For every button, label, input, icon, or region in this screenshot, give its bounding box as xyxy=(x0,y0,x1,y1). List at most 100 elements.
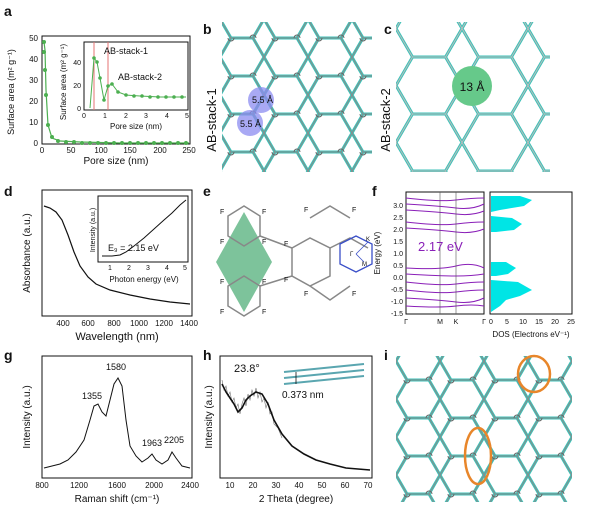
atom-label-f: F xyxy=(262,209,266,216)
panel-d-ylabel: Absorbance (a.u.) xyxy=(22,213,33,293)
panel-a-inset-xtick: 5 xyxy=(185,113,189,120)
panel-h-spacing-label: 0.373 nm xyxy=(282,390,324,401)
panel-d-series-line xyxy=(43,205,191,305)
atom-label-f: F xyxy=(304,207,308,214)
panel-h-xtick: 60 xyxy=(341,481,350,490)
panel-h-series-line xyxy=(221,383,371,471)
panel-a-xtick: 50 xyxy=(67,146,76,155)
panel-d-xlabel: Wavelength (nm) xyxy=(75,331,158,343)
panel-f-ytick: 3.0 xyxy=(393,203,403,210)
panel-h-xtick: 30 xyxy=(272,481,281,490)
atom-label-f: F xyxy=(262,239,266,246)
panel-label-h: h xyxy=(203,347,212,363)
panel-g-xtick: 1600 xyxy=(108,481,126,490)
panel-g-xtick: 800 xyxy=(35,481,49,490)
panel-d-xtick: 800 xyxy=(107,319,121,328)
panel-f-ytick: 0.0 xyxy=(393,275,403,282)
panel-a-points xyxy=(42,40,188,145)
panel-d-inset-xtick: 4 xyxy=(165,265,169,272)
highlight-ellipse xyxy=(516,354,552,394)
atom-label-f: F xyxy=(304,291,308,298)
atom-label-f: F xyxy=(352,291,356,298)
panel-d-chart: Absorbance (a.u.) Wavelength (nm) 400 60… xyxy=(22,189,198,343)
panel-f-ytick: -1.0 xyxy=(391,299,403,306)
panel-f-dos: DOS (Electrons eV⁻¹) 0 5 10 15 20 25 xyxy=(489,191,575,339)
panel-a-inset-xtick: 0 xyxy=(82,113,86,120)
panel-a-chart: Surface area (m² g⁻¹) Pore size (nm) 0 5… xyxy=(6,34,196,167)
panel-d-inset xyxy=(97,195,189,263)
panel-a-xlabel: Pore size (nm) xyxy=(83,156,148,167)
panel-label-g: g xyxy=(4,347,13,363)
panel-i-structure xyxy=(396,354,572,502)
panel-a-inset: Surface area (m² g⁻¹) Pore size (nm) 0 1… xyxy=(59,41,189,131)
k-point-label: M xyxy=(362,262,367,268)
atom-label-f: F xyxy=(284,277,288,284)
panel-d-inset-xtick: 5 xyxy=(183,265,187,272)
panel-f-ytick: 0.5 xyxy=(393,263,403,270)
panel-a-inset-label-1: AB-stack-1 xyxy=(104,46,148,56)
panel-g-chart: Intensity (a.u.) Raman shift (cm⁻¹) 800 … xyxy=(22,355,199,505)
panel-d-inset-xtick: 3 xyxy=(146,265,150,272)
atom-label-f: F xyxy=(284,241,288,248)
panel-a-inset-xtick: 2 xyxy=(124,113,128,120)
panel-h-stack-illustration xyxy=(283,363,365,385)
panel-g-peak-label: 1963 xyxy=(142,438,162,448)
panel-h-xtick: 20 xyxy=(249,481,258,490)
panel-d-inset-xtick: 1 xyxy=(108,265,112,272)
atom-label-f: F xyxy=(220,309,224,316)
panel-d-bandgap-annotation: E₉ = 2.15 eV xyxy=(108,243,159,253)
panel-label-e: e xyxy=(203,183,211,199)
panel-c-vertical-label: AB-stack-2 xyxy=(378,88,393,152)
panel-g-xlabel: Raman shift (cm⁻¹) xyxy=(75,494,160,505)
panel-g-ylabel: Intensity (a.u.) xyxy=(22,385,33,448)
panel-f-xtick: Γ xyxy=(482,319,486,326)
panel-g-peak-label: 1355 xyxy=(82,391,102,401)
panel-a-xtick: 150 xyxy=(123,146,137,155)
panel-label-f: f xyxy=(372,183,377,199)
atom-label-f: F xyxy=(220,209,224,216)
panel-f-dos-xtick: 15 xyxy=(535,319,543,326)
panel-f-xtick: M xyxy=(437,319,443,326)
panel-a-inset-label-2: AB-stack-2 xyxy=(118,72,162,82)
panel-label-d: d xyxy=(4,183,13,199)
panel-a-ylabel: Surface area (m² g⁻¹) xyxy=(6,49,16,135)
panel-a-ytick: 20 xyxy=(29,97,38,106)
panel-e-structure: Γ K M F F F F F F F F F F F F F F xyxy=(216,205,373,317)
panel-a-ytick: 50 xyxy=(29,34,38,43)
atom-label-f: F xyxy=(352,207,356,214)
panel-f-ytick: 1.0 xyxy=(393,251,403,258)
panel-a-inset-xtick: 3 xyxy=(144,113,148,120)
panel-b-structure: 5.5 Å 5.5 Å AB-stack-1 xyxy=(204,22,372,172)
panel-a-xtick: 250 xyxy=(182,146,196,155)
panel-h-chart: Intensity (a.u.) 2 Theta (degree) 10 20 … xyxy=(204,355,373,505)
panel-f-ytick: -1.5 xyxy=(391,311,403,318)
atom-label-f: F xyxy=(262,309,266,316)
panel-d-xtick: 400 xyxy=(56,319,70,328)
brillouin-zone xyxy=(339,235,373,273)
panel-h-peak-label: 23.8° xyxy=(234,363,260,375)
panel-a-xtick: 100 xyxy=(94,146,108,155)
panel-f-gap-label: 2.17 eV xyxy=(418,239,463,254)
panel-d-xtick: 1200 xyxy=(155,319,173,328)
panel-b-pore-label: 5.5 Å xyxy=(240,119,261,129)
panel-h-xtick: 50 xyxy=(318,481,327,490)
panel-f-dos-xlabel: DOS (Electrons eV⁻¹) xyxy=(492,330,569,339)
panel-a-inset-xtick: 4 xyxy=(165,113,169,120)
panel-g-xtick: 1200 xyxy=(70,481,88,490)
panel-b-pore-label: 5.5 Å xyxy=(252,95,273,105)
unit-cell xyxy=(216,212,272,312)
panel-f-ytick: -0.5 xyxy=(391,287,403,294)
panel-g-peak-label: 1580 xyxy=(106,362,126,372)
panel-b-vertical-label: AB-stack-1 xyxy=(204,88,219,152)
panel-label-a: a xyxy=(4,3,12,19)
panel-d-xtick: 600 xyxy=(81,319,95,328)
panel-d-inset-xtick: 2 xyxy=(127,265,131,272)
panel-a-ytick: 10 xyxy=(29,118,38,127)
panel-f-ytick: 2.0 xyxy=(393,227,403,234)
panel-c-pore-label: 13 Å xyxy=(460,79,485,94)
panel-a-inset-ylabel: Surface area (m² g⁻¹) xyxy=(59,44,68,121)
panel-a-inset-ytick: 0 xyxy=(77,106,81,113)
panel-f-dos-xtick: 20 xyxy=(551,319,559,326)
panel-c-structure: 13 Å AB-stack-2 xyxy=(378,22,550,172)
